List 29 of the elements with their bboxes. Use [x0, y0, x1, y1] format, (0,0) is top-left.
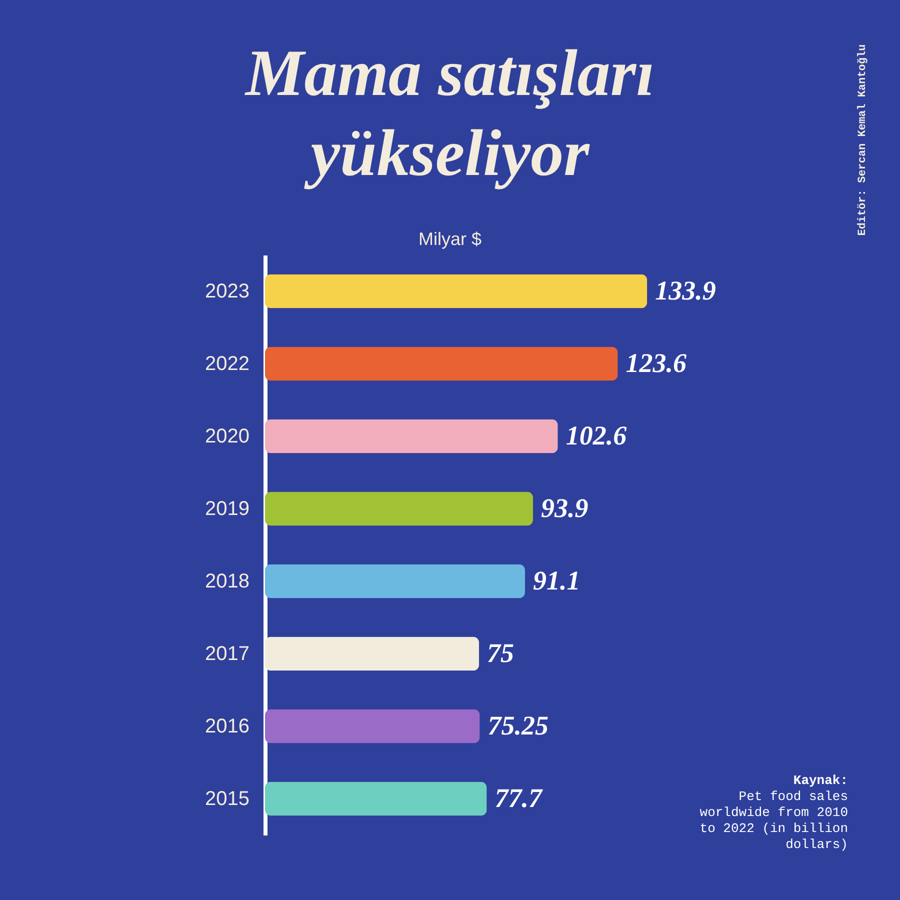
chart-title: Mama satışları yükseliyor: [244, 37, 654, 190]
text: Pet food sales worldwide from 2010 to 2022 (in billion dollars): [700, 789, 848, 852]
text: Kaynak:: [793, 773, 848, 788]
bar: [265, 492, 533, 526]
data-label: 93.9: [541, 492, 589, 523]
y-tick-label: 2016: [205, 715, 250, 738]
data-label: 75: [487, 638, 514, 668]
bar: [265, 419, 558, 454]
bar: [265, 274, 648, 308]
y-tick-label: 2020: [205, 425, 250, 448]
bar: [265, 636, 480, 671]
chart-subtitle: Milyar $: [418, 229, 482, 249]
y-tick-label: 2017: [205, 642, 250, 665]
data-label: 133.9: [655, 275, 716, 306]
text: Editör: Sercan Kemal Kantoğlu: [857, 44, 869, 236]
y-tick-label: 2023: [205, 280, 250, 302]
y-tick-label: 2018: [205, 570, 250, 592]
data-label: 75.25: [488, 710, 549, 740]
y-tick-label: 2022: [205, 352, 250, 375]
data-label: 77.7: [494, 782, 544, 813]
y-tick-label: 2019: [205, 498, 250, 520]
data-label: 123.6: [626, 348, 688, 378]
bar: [265, 346, 618, 381]
bar: [265, 564, 526, 598]
y-tick-label: 2015: [205, 788, 250, 810]
data-label: 102.6: [566, 420, 628, 450]
data-label: 91.1: [533, 565, 580, 596]
bar: [265, 782, 487, 816]
bar: [265, 709, 480, 744]
